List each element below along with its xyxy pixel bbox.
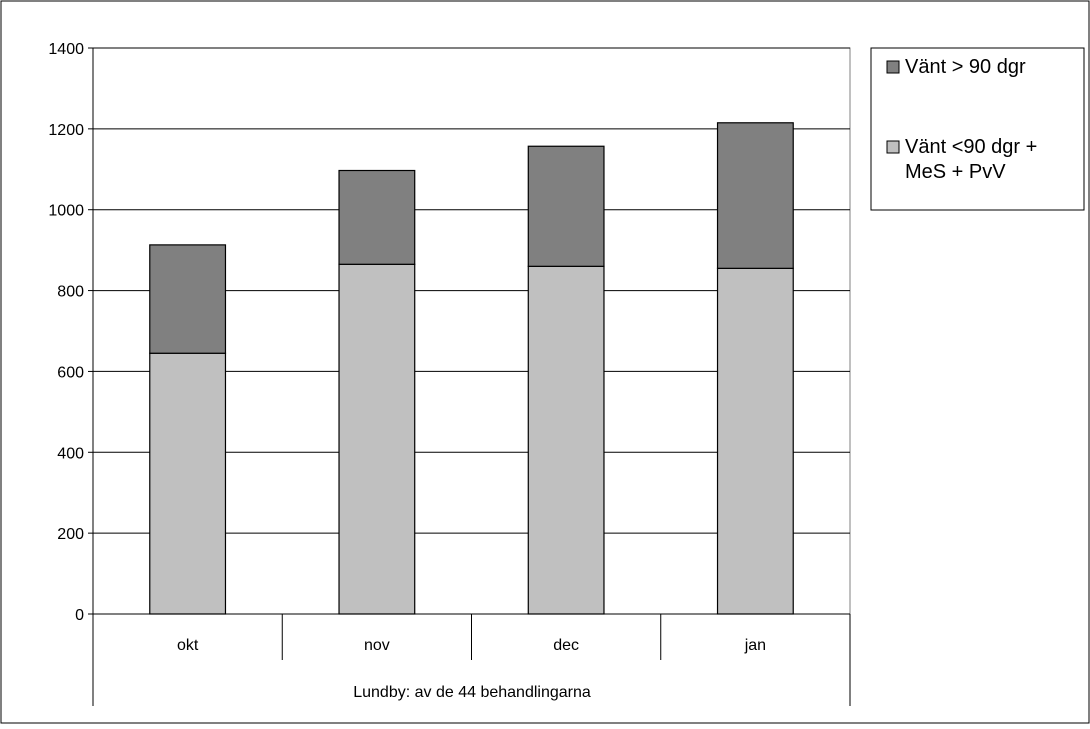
bar-dec-series-1 xyxy=(527,145,605,267)
legend-swatch xyxy=(886,140,900,154)
y-tick-label: 1400 xyxy=(48,41,84,58)
x-axis-group-label: Lundby: av de 44 behandlingarna xyxy=(353,684,591,701)
bar-okt-series-1 xyxy=(149,244,227,354)
legend-label: Vänt <90 dgr + xyxy=(905,136,1037,158)
bar-jan-series-0 xyxy=(716,267,794,615)
legend-label: MeS + PvV xyxy=(905,161,1006,183)
bar-nov-series-1 xyxy=(338,169,416,265)
y-tick-label: 200 xyxy=(57,526,84,543)
bars xyxy=(149,122,794,615)
y-tick-label: 1200 xyxy=(48,122,84,139)
legend-swatch xyxy=(886,60,900,74)
x-category-label: okt xyxy=(177,637,199,654)
x-category-label: nov xyxy=(364,637,390,654)
legend-box xyxy=(870,47,1085,211)
x-category-label: dec xyxy=(553,637,579,654)
bar-okt-series-0 xyxy=(149,352,227,615)
bar-dec-series-0 xyxy=(527,265,605,615)
y-tick-label: 0 xyxy=(75,607,84,624)
bar-nov-series-0 xyxy=(338,263,416,615)
y-tick-label: 600 xyxy=(57,364,84,381)
legend-label: Vänt > 90 dgr xyxy=(905,56,1026,78)
y-tick-label: 1000 xyxy=(48,203,84,220)
x-axis-categories: okt nov dec jan xyxy=(177,637,766,654)
axes xyxy=(92,48,851,706)
y-axis-ticks: 0 200 400 600 800 1000 1200 1400 xyxy=(48,41,93,624)
bar-jan-series-1 xyxy=(716,122,794,269)
y-tick-label: 800 xyxy=(57,284,84,301)
x-category-label: jan xyxy=(744,637,766,654)
legend: Vänt > 90 dgr Vänt <90 dgr + MeS + PvV xyxy=(870,47,1085,211)
y-tick-label: 400 xyxy=(57,445,84,462)
